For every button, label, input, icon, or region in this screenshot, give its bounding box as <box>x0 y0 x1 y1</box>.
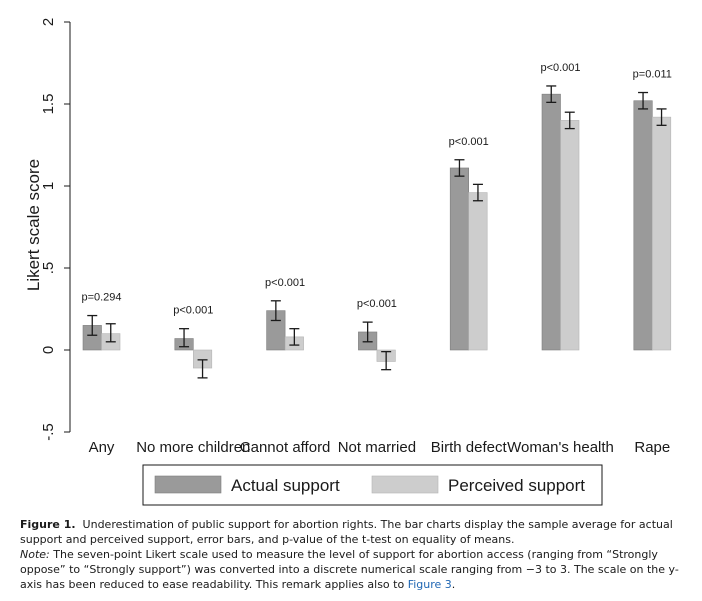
error-bar-perceived-support-any <box>105 323 116 343</box>
y-axis-ticks: -.5 0 .5 1 1.5 2 <box>40 18 70 441</box>
error-bar-actual-support-woman-s-health <box>546 85 557 104</box>
p-value-label: p<0.001 <box>265 277 305 289</box>
x-category-label: Cannot afford <box>240 439 331 456</box>
error-bar-perceived-support-rape <box>656 108 667 126</box>
p-value-label: p<0.001 <box>357 298 397 310</box>
caption-main: Figure 1. Underestimation of public supp… <box>20 517 688 547</box>
p-value-label: p=0.011 <box>633 69 672 81</box>
x-category-label: No more children <box>136 439 250 456</box>
bars <box>82 93 672 369</box>
caption-text: Underestimation of public support for ab… <box>20 518 673 546</box>
p-value-label: p<0.001 <box>449 136 489 148</box>
figure-3-link[interactable]: Figure 3 <box>407 578 452 591</box>
legend-label-perceived-support: Perceived support <box>448 476 585 495</box>
bar-perceived-support-birth-defect <box>468 192 488 351</box>
bar-chart: Likert scale score -.5 0 .5 1 1.5 2 p=0.294 p<… <box>24 18 672 506</box>
y-tick-label: .5 <box>40 262 57 275</box>
error-bar-perceived-support-birth-defect <box>472 183 483 202</box>
y-tick-label: -.5 <box>40 423 57 441</box>
bar-actual-support-birth-defect <box>449 167 470 351</box>
p-value-label: p=0.294 <box>81 292 121 304</box>
error-bar-perceived-support-not-married <box>381 350 392 371</box>
error-bar-actual-support-birth-defect <box>454 159 465 177</box>
note-end: . <box>451 578 456 591</box>
figure-caption: Figure 1. Underestimation of public supp… <box>20 517 688 592</box>
y-tick-label: 2 <box>40 18 57 26</box>
error-bar-actual-support-cannot-afford <box>270 300 281 322</box>
error-bar-perceived-support-cannot-afford <box>289 328 300 346</box>
legend-swatch-perceived-support <box>371 475 439 494</box>
note-text: The seven-point Likert scale used to mea… <box>20 548 679 591</box>
x-category-label: Rape <box>634 439 670 456</box>
x-category-label: Not married <box>338 439 416 456</box>
y-tick-label: 1.5 <box>40 94 57 115</box>
bar-perceived-support-rape <box>651 116 672 351</box>
y-tick-label: 0 <box>40 346 57 354</box>
x-category-label: Woman's health <box>507 439 614 456</box>
legend-label-actual-support: Actual support <box>231 476 340 495</box>
note-label: Note: <box>20 548 50 561</box>
y-axis-label: Likert scale score <box>24 159 43 291</box>
error-bar-perceived-support-no-more-children <box>197 359 208 379</box>
error-bars <box>87 85 667 379</box>
bar-perceived-support-woman-s-health <box>560 120 580 351</box>
error-bar-perceived-support-woman-s-health <box>564 111 575 130</box>
y-tick-label: 1 <box>40 182 57 190</box>
legend: Actual support Perceived support <box>142 464 603 506</box>
error-bar-actual-support-not-married <box>362 321 373 343</box>
error-bar-actual-support-rape <box>638 91 649 110</box>
error-bar-actual-support-no-more-children <box>179 328 190 348</box>
x-category-label: Any <box>89 439 115 456</box>
p-value-labels: p=0.294 p<0.001 p<0.001 p<0.001 p<0.001 p<0.0… <box>81 62 671 317</box>
legend-swatch-actual-support <box>154 475 222 494</box>
p-value-label: p<0.001 <box>540 62 580 74</box>
caption-label: Figure 1. <box>20 518 76 531</box>
caption-note: Note: The seven-point Likert scale used … <box>20 547 688 592</box>
x-category-label: Birth defect <box>431 439 508 456</box>
error-bar-actual-support-any <box>87 314 98 336</box>
bar-actual-support-rape <box>633 100 653 351</box>
bar-actual-support-woman-s-health <box>541 93 561 351</box>
p-value-label: p<0.001 <box>173 305 213 317</box>
